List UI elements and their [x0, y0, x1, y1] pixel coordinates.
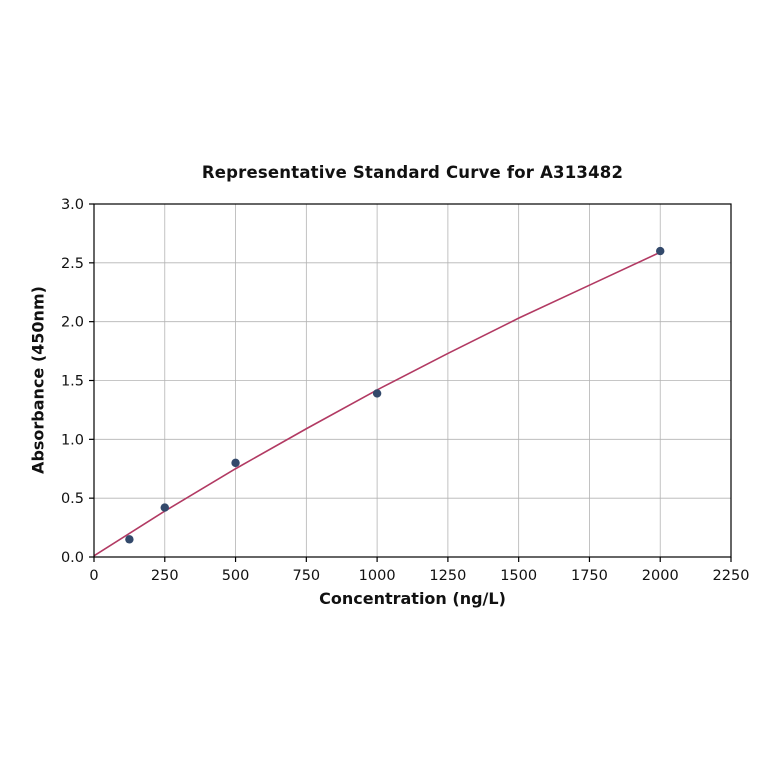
x-axis-label: Concentration (ng/L) — [319, 589, 506, 608]
x-tick-label: 0 — [89, 568, 98, 584]
x-tick-label: 1500 — [500, 568, 537, 584]
fit-line — [93, 251, 661, 557]
y-tick-label: 3.0 — [61, 197, 84, 213]
y-axis-label: Absorbance (450nm) — [28, 286, 48, 474]
y-tick-label: 0.0 — [61, 550, 84, 566]
x-tick-label: 1000 — [359, 568, 396, 584]
data-point — [656, 246, 665, 256]
y-tick-label: 1.5 — [61, 374, 84, 390]
x-tick-label: 250 — [151, 568, 179, 584]
x-tick-label: 2250 — [713, 568, 750, 584]
x-tick-label: 1250 — [429, 568, 466, 584]
y-tick-label: 2.0 — [61, 315, 84, 331]
data-point — [231, 458, 240, 468]
data-point — [125, 535, 134, 544]
chart-title: Representative Standard Curve for A31348… — [201, 163, 624, 182]
y-ticks: 0.0 0.5 1.0 1.5 2.0 2.5 3.0 — [61, 197, 94, 566]
x-tick-label: 750 — [292, 568, 320, 584]
data-point — [372, 389, 382, 398]
grid-lines — [93, 203, 732, 558]
x-ticks: 0 250 500 750 1000 1250 1500 1750 2000 2250 — [89, 557, 749, 584]
y-tick-label: 0.5 — [61, 491, 84, 507]
y-tick-label: 1.0 — [61, 432, 84, 448]
y-tick-label: 2.5 — [61, 256, 84, 272]
x-tick-label: 1750 — [571, 568, 608, 584]
standard-points — [125, 246, 665, 544]
x-tick-label: 500 — [222, 568, 250, 584]
data-point — [160, 503, 169, 512]
x-tick-label: 2000 — [642, 568, 679, 584]
